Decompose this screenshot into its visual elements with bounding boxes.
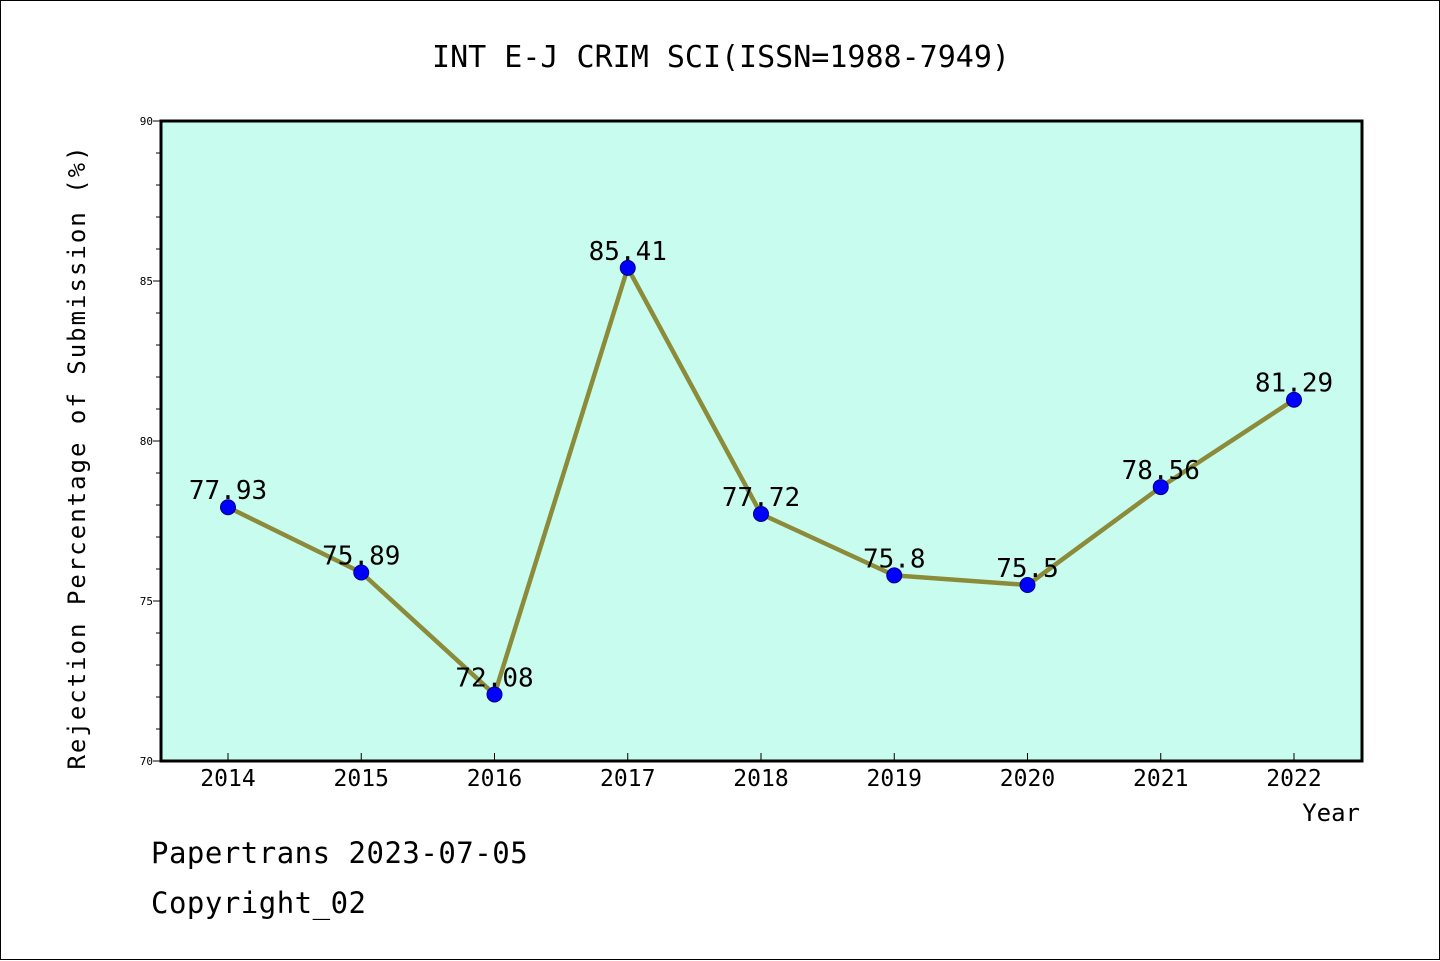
data-point-marker (619, 259, 636, 276)
x-tick-label: 2020 (1000, 766, 1055, 792)
data-label: 75.89 (322, 542, 400, 572)
data-point-marker (353, 564, 370, 581)
y-tick-label: 80 (140, 435, 153, 448)
data-point-marker (1019, 577, 1036, 593)
data-point-marker (753, 505, 769, 522)
data-label: 77.72 (722, 483, 800, 513)
data-point-marker (486, 686, 503, 703)
series-layer: 77.93 75.89 72.08 85.41 77.72 75.8 75.5 78.56 81… (189, 237, 1333, 703)
y-axis-label: Rejection Percentage of Submission (%) (63, 144, 91, 769)
footer-date-text: Papertrans 2023-07-05 (151, 836, 529, 870)
x-tick-label: 2021 (1133, 766, 1188, 792)
y-tick-label: 70 (140, 755, 153, 768)
plot-border (159, 119, 1364, 763)
x-tick-label: 2015 (334, 766, 389, 792)
data-point-marker (886, 567, 903, 584)
data-label: 75.8 (863, 544, 926, 574)
data-label: 72.08 (455, 663, 533, 693)
x-tick-label: 2022 (1266, 766, 1321, 792)
data-point-marker (1152, 479, 1169, 496)
data-point-marker (1286, 391, 1302, 408)
data-label: 85.41 (589, 237, 667, 267)
y-axis-ticks: 70 75 80 85 90 (140, 115, 161, 768)
footer-copyright-text: Copyright_02 (151, 886, 367, 920)
x-tick-label: 2016 (467, 766, 522, 792)
x-axis-label: Year (1302, 799, 1360, 827)
plot-area (161, 121, 1362, 761)
y-tick-label: 75 (140, 595, 153, 608)
data-label: 75.5 (996, 554, 1059, 584)
y-tick-label: 85 (140, 275, 153, 288)
data-label: 77.93 (189, 476, 267, 506)
x-tick-label: 2017 (600, 766, 655, 792)
chart-title: INT E-J CRIM SCI(ISSN=1988-7949) (432, 40, 1010, 75)
y-tick-label: 90 (140, 115, 153, 128)
x-axis-ticks: 2014 2015 2016 2017 2018 2019 2020 2021 2022 (200, 753, 1322, 792)
data-point-marker (220, 499, 236, 516)
x-tick-label: 2014 (200, 766, 255, 792)
x-tick-label: 2019 (867, 766, 922, 792)
data-label: 81.29 (1255, 369, 1333, 399)
x-tick-label: 2018 (733, 766, 788, 792)
data-label: 78.56 (1122, 456, 1200, 486)
